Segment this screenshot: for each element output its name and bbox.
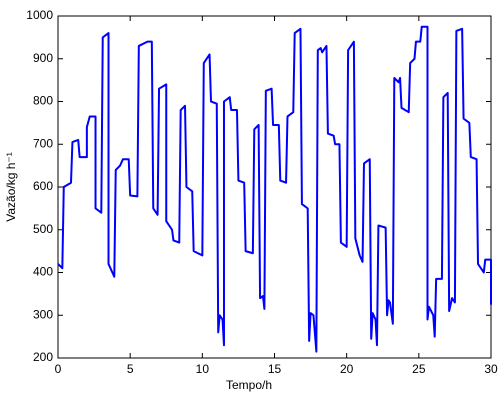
x-tick-label: 10: [196, 362, 210, 376]
x-tick-label: 30: [484, 362, 498, 376]
y-tick-label: 300: [33, 307, 53, 321]
y-tick-label: 600: [33, 179, 53, 193]
data-line: [57, 25, 492, 353]
y-tick-label: 900: [33, 51, 53, 65]
x-tick-label: 25: [412, 362, 426, 376]
y-tick-label: 800: [33, 94, 53, 108]
plot-box: [57, 15, 492, 359]
x-tick-label: 0: [55, 362, 62, 376]
x-axis-label: Tempo/h: [226, 378, 272, 392]
y-tick-label: 700: [33, 136, 53, 150]
x-tick-label: 5: [127, 362, 134, 376]
y-axis-label: Vazão/kg h⁻¹: [4, 152, 18, 221]
x-tick-label: 15: [268, 362, 282, 376]
y-tick-label: 1000: [26, 8, 53, 22]
y-tick-label: 500: [33, 222, 53, 236]
x-tick-label: 20: [340, 362, 354, 376]
y-tick-label: 200: [33, 350, 53, 364]
y-tick-label: 400: [33, 265, 53, 279]
